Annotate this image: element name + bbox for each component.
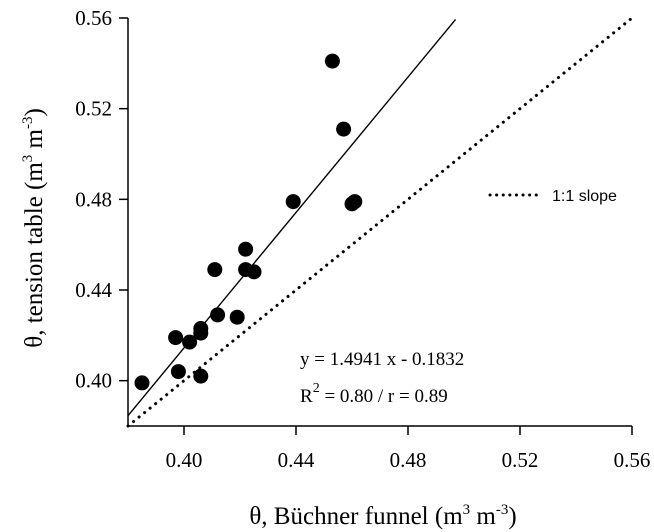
y-tick-label: 0.48 [75, 187, 112, 211]
y-axis-ticks: 0.40 0.44 0.48 0.52 0.56 [75, 6, 128, 393]
data-point [238, 242, 253, 257]
x-tick-label: 0.44 [278, 448, 315, 472]
x-axis-ticks: 0.40 0.44 0.48 0.52 0.56 [166, 426, 651, 472]
data-point [210, 307, 225, 322]
equation-annotation: y = 1.4941 x - 0.1832 [300, 349, 464, 370]
legend-label: 1:1 slope [552, 188, 617, 205]
data-point [230, 310, 245, 325]
annotation: y = 1.4941 x - 0.1832 R2 = 0.80 / r = 0.… [300, 349, 464, 407]
y-axis-title: θ, tension table (m3 m-3) [20, 108, 48, 348]
legend: 1:1 slope [490, 188, 617, 205]
y-tick-label: 0.56 [75, 6, 112, 30]
data-point [207, 262, 222, 277]
data-point [171, 364, 186, 379]
data-point [135, 375, 150, 390]
x-tick-label: 0.48 [390, 448, 427, 472]
data-points [135, 54, 363, 391]
data-point [247, 264, 262, 279]
y-tick-label: 0.52 [75, 97, 112, 121]
data-point [193, 369, 208, 384]
x-tick-label: 0.40 [166, 448, 203, 472]
data-point [286, 194, 301, 209]
data-point [336, 122, 351, 137]
data-point [347, 194, 362, 209]
x-axis-title: θ, Büchner funnel (m3 m-3) [249, 502, 516, 530]
data-point [193, 321, 208, 336]
r-squared-annotation: R2 = 0.80 / r = 0.89 [300, 381, 448, 407]
y-tick-label: 0.44 [75, 278, 112, 302]
x-tick-label: 0.52 [502, 448, 539, 472]
data-point [325, 54, 340, 69]
x-tick-label: 0.56 [614, 448, 651, 472]
y-tick-label: 0.40 [75, 369, 112, 393]
data-point [168, 330, 183, 345]
